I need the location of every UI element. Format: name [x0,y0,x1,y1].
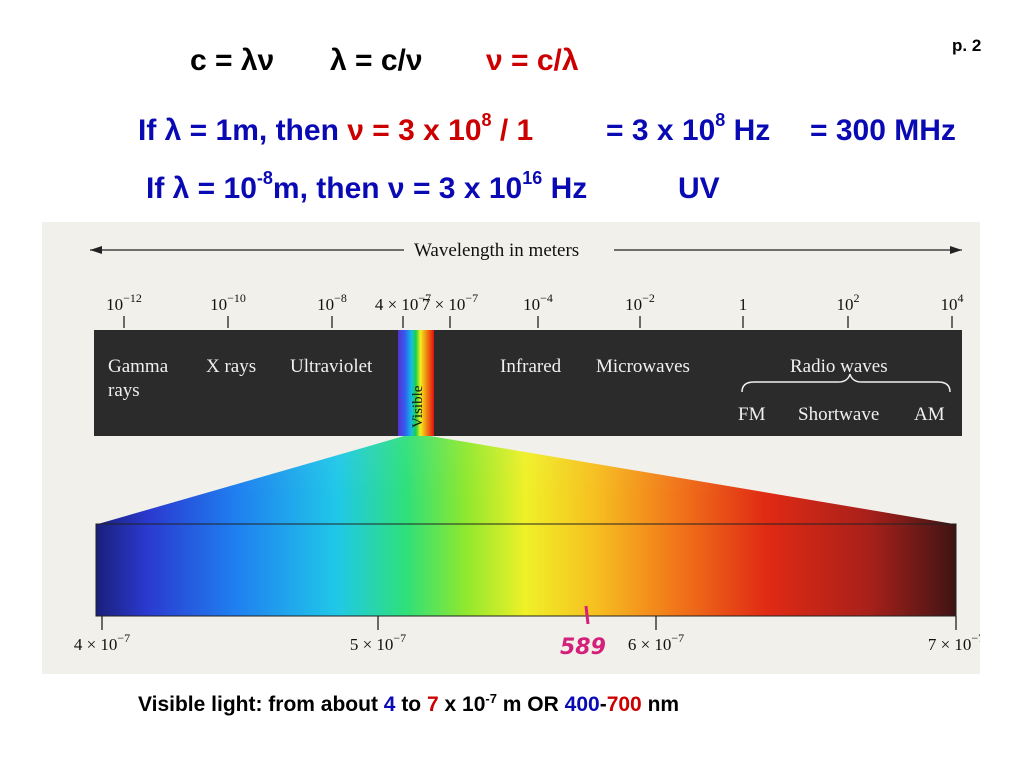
equation-lambda: λ = c/ν [330,44,423,77]
example-1-mhz: = 300 MHz [810,114,956,147]
axis-title: Wavelength in meters [414,240,579,261]
region-radio: Radio waves [790,356,888,377]
top-tick-label-6: 10−2 [625,291,655,314]
bottom-tick-label-3: 7 × 10−7 [928,631,980,654]
region-microwaves: Microwaves [596,356,690,377]
region-am: AM [914,404,945,425]
top-tick-label-7: 1 [739,295,748,314]
axis-arrow-left-head [90,246,102,254]
example-1: If λ = 1m, then ν = 3 x 108 / 1 [138,110,534,147]
region-xrays: X rays [206,356,256,377]
top-tick-label-3: 4 × 10−7 [375,291,431,314]
bottom-tick-label-1: 5 × 10−7 [350,631,406,654]
region-fm: FM [738,404,766,425]
spectrum-band [94,330,962,436]
visible-fan-overlay [98,436,954,524]
top-tick-label-0: 10−12 [106,291,142,314]
top-tick-label-9: 104 [941,291,964,314]
top-tick-label-4: 7 × 10−7 [422,291,478,314]
top-tick-labels: 10−12 10−10 10−8 4 × 10−77 × 10−7 10−4 10−2 1 1… [106,291,964,328]
handwritten-mark [584,605,590,625]
top-tick-label-1: 10−10 [210,291,246,314]
example-1-result: = 3 x 108 Hz [606,110,771,147]
equation-c-lambda-nu: c = λν [190,44,275,77]
example-1-nu: ν = 3 x 108 / 1 [347,110,534,147]
region-gamma: Gamma [108,356,169,377]
region-visible: Visible [410,385,426,428]
top-tick-label-5: 10−4 [523,291,553,314]
example-1-prefix: If λ = 1m, then [138,114,348,147]
region-gamma-rays: rays [108,380,140,401]
em-spectrum-diagram: Wavelength in meters 10−12 10−10 10−8 4 × 1… [42,222,980,674]
page-number: p. 2 [952,36,982,55]
handwritten-589: 589 [560,635,606,660]
visible-band-expanded [95,523,957,617]
radio-brace [741,373,951,393]
top-tick-label-2: 10−8 [317,291,347,314]
visible-strip [398,330,434,436]
example-2: If λ = 10-8m, then ν = 3 x 1016 Hz [146,168,588,205]
bottom-tick-label-0: 4 × 10−7 [74,631,130,654]
example-2-region: UV [678,172,720,205]
bottom-tick-labels: 4 × 10−7 5 × 10−7 6 × 10−7 7 × 10−7 [74,616,980,654]
region-ultraviolet: Ultraviolet [290,356,373,377]
bottom-tick-label-2: 6 × 10−7 [628,631,684,654]
region-shortwave: Shortwave [798,404,879,425]
visible-light-caption: Visible light: from about 4 to 7 x 10-7 … [138,691,680,716]
axis-arrow-right-head [950,246,962,254]
region-infrared: Infrared [500,356,562,377]
top-tick-label-8: 102 [837,291,860,314]
equation-nu: ν = c/λ [486,44,579,77]
